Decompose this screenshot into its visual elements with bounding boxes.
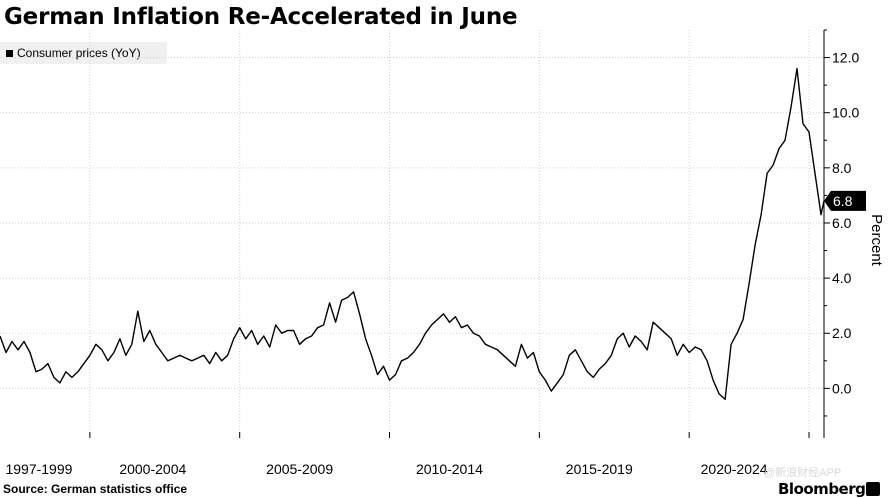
- chart-title: German Inflation Re-Accelerated in June: [4, 4, 518, 30]
- legend: Consumer prices (YoY): [0, 42, 167, 64]
- x-tick-label: 1997-1999: [5, 461, 72, 477]
- legend-swatch: [6, 50, 13, 57]
- y-tick-label: 0.0: [832, 380, 852, 396]
- last-value-marker: 6.8: [824, 190, 866, 211]
- brand-logo-mark: [866, 482, 880, 496]
- x-axis-ticks: [89, 432, 810, 438]
- x-axis-labels: 1997-1999 2000-2004 2005-2009 2010-2014 2015…: [5, 461, 767, 477]
- y-tick-label: 12.0: [832, 50, 859, 66]
- x-tick-label: 2010-2014: [416, 461, 483, 477]
- source-note: Source: German statistics office: [3, 482, 188, 496]
- x-tick-label: 2015-2019: [566, 461, 633, 477]
- y-tick-label: 6.0: [832, 215, 852, 231]
- x-tick-label: 2020-2024: [701, 461, 768, 477]
- grid-lines: [0, 30, 824, 438]
- y-axis: [823, 29, 830, 438]
- x-tick-label: 2000-2004: [119, 461, 186, 477]
- brand-logo: Bloomberg: [778, 480, 866, 498]
- watermark: @新浪财经APP: [764, 467, 842, 479]
- last-value-tag: [824, 190, 866, 211]
- y-tick-label: 2.0: [832, 325, 852, 341]
- series-line-consumer-prices: [0, 67, 825, 401]
- x-tick-label: 2005-2009: [266, 461, 333, 477]
- y-tick-label: 8.0: [832, 160, 852, 176]
- y-tick-label: 4.0: [832, 270, 852, 286]
- y-axis-title: Percent: [868, 214, 885, 267]
- y-axis-labels: 0.0 2.0 4.0 6.0 8.0 10.0 12.0: [832, 50, 859, 397]
- y-tick-label: 10.0: [832, 105, 859, 121]
- series-group: [0, 67, 825, 401]
- last-value-label: 6.8: [833, 193, 853, 209]
- legend-label: Consumer prices (YoY): [17, 46, 141, 60]
